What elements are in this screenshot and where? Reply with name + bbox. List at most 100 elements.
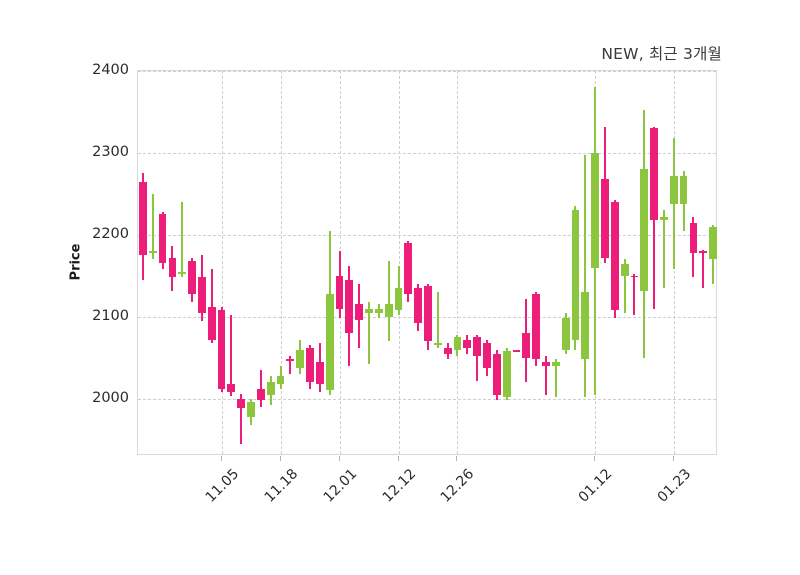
- x-axis-tick-mark: [456, 456, 458, 461]
- candlestick: [511, 71, 522, 454]
- candle-body: [345, 279, 354, 334]
- candle-body: [620, 263, 629, 276]
- candle-body: [650, 128, 658, 221]
- candlestick: [373, 71, 384, 454]
- candlestick: [491, 71, 502, 454]
- candlestick: [658, 71, 669, 454]
- candle-wick: [633, 274, 636, 316]
- candlestick: [265, 71, 276, 454]
- y-axis-tick-label: 2400: [92, 62, 129, 78]
- candle-body: [404, 243, 413, 294]
- candlestick: [157, 71, 168, 454]
- candle-body: [512, 350, 521, 352]
- candle-body: [522, 333, 531, 358]
- x-axis-tick-label: 12.12: [379, 466, 419, 506]
- candle-body: [296, 349, 305, 368]
- candle-body: [689, 222, 698, 253]
- candle-body: [148, 251, 157, 253]
- candle-body: [188, 261, 196, 294]
- candlestick: [226, 71, 237, 454]
- y-axis-tick-label: 2000: [92, 389, 129, 406]
- candle-body: [178, 271, 187, 275]
- candlestick: [393, 71, 404, 454]
- candlestick: [383, 71, 394, 454]
- candle-wick: [544, 356, 547, 395]
- candle-body: [610, 202, 619, 311]
- candle-body: [335, 275, 344, 309]
- candlestick: [423, 71, 434, 454]
- candlestick: [698, 71, 709, 454]
- candlestick: [432, 71, 443, 454]
- chart-title: NEW, 최근 3개월: [601, 45, 722, 63]
- candle-wick: [702, 249, 705, 289]
- y-axis-tick-label: 2200: [92, 225, 129, 242]
- candle-body: [217, 310, 226, 389]
- candle-body: [581, 292, 590, 360]
- candlestick: [540, 71, 551, 454]
- candle-body: [355, 304, 364, 321]
- candlestick: [521, 71, 532, 454]
- candle-body: [365, 308, 373, 313]
- candle-body: [286, 359, 295, 361]
- candlestick: [216, 71, 227, 454]
- candlestick: [609, 71, 620, 454]
- candle-wick: [151, 193, 154, 260]
- candle-body: [256, 388, 265, 401]
- candlestick: [246, 71, 257, 454]
- candle-body: [640, 169, 649, 291]
- candle-body: [601, 179, 609, 258]
- candlestick: [206, 71, 217, 454]
- candlestick: [354, 71, 365, 454]
- candle-body: [197, 277, 206, 314]
- x-axis-tick-label: 11.18: [261, 466, 301, 506]
- x-axis-tick-mark: [279, 456, 281, 461]
- candlestick: [649, 71, 660, 454]
- candle-body: [551, 361, 560, 366]
- candle-body: [463, 339, 472, 348]
- candle-wick: [554, 359, 557, 397]
- candlestick: [177, 71, 188, 454]
- candle-body: [679, 175, 688, 204]
- x-axis-tick-label: 01.23: [654, 466, 695, 506]
- candle-body: [414, 288, 423, 324]
- candlestick: [472, 71, 483, 454]
- candlestick: [314, 71, 325, 454]
- x-axis-tick-mark: [672, 456, 674, 461]
- candlestick: [629, 71, 640, 454]
- candlestick: [678, 71, 689, 454]
- candle-body: [561, 318, 570, 350]
- x-axis-tick-label: 11.05: [202, 466, 242, 506]
- candlestick: [708, 71, 719, 454]
- x-axis-tick-mark: [397, 456, 399, 461]
- candlestick: [462, 71, 473, 454]
- y-axis-tick-label: 2100: [92, 307, 129, 324]
- candlestick: [305, 71, 316, 454]
- candle-wick: [476, 334, 479, 381]
- candlestick: [364, 71, 375, 454]
- candle-wick: [289, 356, 292, 375]
- candlestick: [668, 71, 679, 454]
- candle-body: [433, 342, 442, 346]
- candlestick: [531, 71, 542, 454]
- y-axis-label: Price: [68, 243, 84, 281]
- candle-body: [374, 308, 383, 313]
- candle-body: [325, 293, 334, 391]
- candlestick: [580, 71, 591, 454]
- candlestick: [344, 71, 355, 454]
- candle-body: [424, 285, 432, 342]
- candle-body: [699, 251, 708, 253]
- candle-body: [276, 375, 285, 384]
- candle-body: [483, 342, 491, 368]
- candle-wick: [672, 138, 675, 270]
- candlestick: [501, 71, 512, 454]
- candle-body: [453, 337, 462, 350]
- candle-wick: [368, 302, 371, 365]
- candle-wick: [662, 210, 665, 289]
- candlestick: [295, 71, 306, 454]
- x-axis-tick-label: 01.12: [575, 466, 616, 506]
- candlestick: [560, 71, 571, 454]
- x-axis-tick-mark: [338, 456, 340, 461]
- candle-wick: [436, 292, 439, 348]
- candle-body: [591, 152, 600, 268]
